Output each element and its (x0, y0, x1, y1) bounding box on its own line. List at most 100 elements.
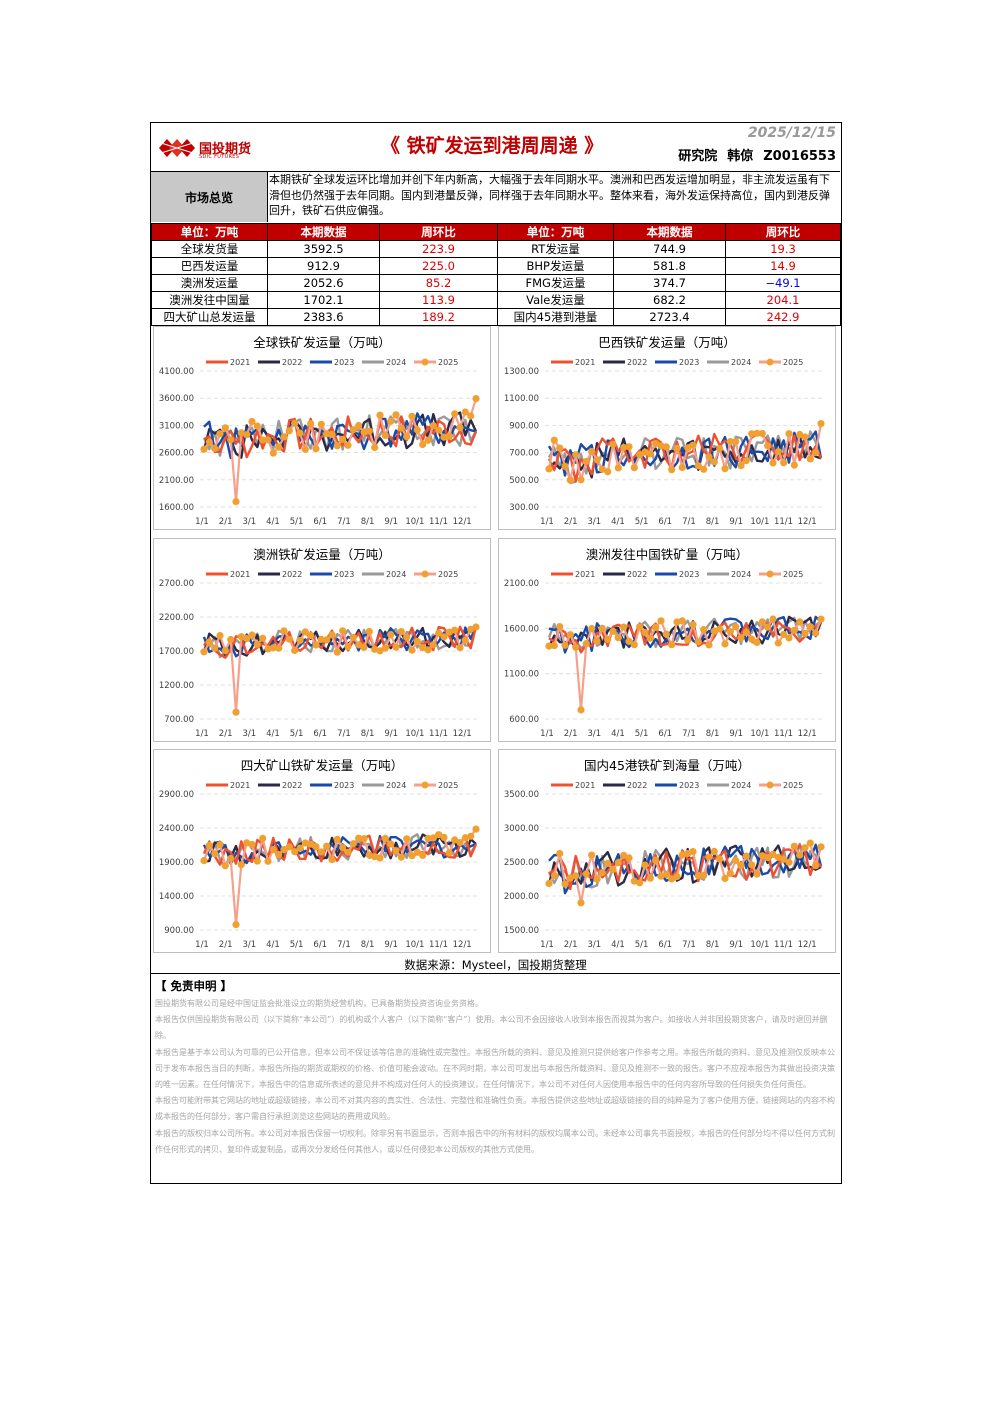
point-2025 (769, 459, 777, 467)
point-2025 (381, 834, 389, 842)
point-2025 (440, 633, 448, 641)
point-2025 (817, 615, 825, 623)
point-2025 (248, 417, 256, 426)
x-tick-label: 7/1 (337, 729, 351, 739)
table-row: 四大矿山总发运量 2383.6 189.2 国内45港到港量 2723.4 24… (151, 308, 841, 326)
x-tick-label: 2/1 (219, 517, 233, 527)
point-2025 (636, 879, 644, 887)
point-2025 (700, 626, 708, 634)
point-2025 (221, 424, 229, 432)
x-tick-label: 4/1 (266, 517, 280, 527)
point-2025 (397, 853, 405, 861)
disclaimer-title: 【 免责申明 】 (155, 979, 233, 993)
point-2025 (625, 854, 633, 862)
point-2025 (339, 435, 347, 443)
point-2025 (806, 623, 814, 631)
metric-name: 澳洲发运量 (151, 274, 268, 292)
x-tick-label: 4/1 (611, 517, 625, 527)
point-2025 (716, 625, 724, 633)
chart-svg: 澳洲铁矿发运量（万吨）2021 2022 2023 2024 2025 2700.00 22… (159, 547, 480, 739)
point-2025 (424, 646, 432, 654)
point-2025 (566, 631, 574, 639)
y-tick-label: 1100.00 (504, 670, 539, 680)
point-2025 (467, 412, 475, 420)
point-2025 (381, 431, 389, 439)
point-2025 (705, 853, 713, 861)
point-2025 (742, 628, 750, 636)
x-tick-label: 6/1 (313, 729, 327, 739)
point-2025 (269, 846, 277, 854)
point-2025 (694, 462, 702, 470)
x-tick-label: 10/1 (405, 517, 424, 527)
col-header: 周环比 (725, 223, 841, 241)
x-tick-label: 9/1 (384, 729, 398, 739)
point-2025 (365, 627, 373, 636)
point-2025 (614, 464, 622, 472)
x-tick-label: 12/1 (798, 940, 817, 950)
point-2025 (673, 444, 681, 452)
chart-title: 全球铁矿发运量（万吨） (253, 335, 391, 350)
point-2025 (726, 438, 734, 446)
point-2025 (429, 641, 437, 649)
y-tick-label: 1200.00 (159, 681, 194, 691)
point-2025 (710, 847, 718, 855)
x-tick-label: 11/1 (774, 517, 793, 527)
point-2025 (806, 839, 814, 847)
x-tick-label: 7/1 (682, 940, 696, 950)
point-2025 (721, 640, 729, 648)
point-2025 (726, 869, 734, 877)
point-2025 (344, 441, 352, 449)
metric-value: 374.7 (613, 274, 726, 292)
y-tick-label: 1500.00 (504, 926, 539, 936)
x-tick-label: 5/1 (635, 729, 649, 739)
x-tick-label: 5/1 (635, 940, 649, 950)
x-tick-label: 7/1 (682, 517, 696, 527)
point-2025 (312, 843, 320, 851)
x-tick-label: 8/1 (706, 940, 720, 950)
point-2025 (769, 615, 777, 623)
point-2025 (301, 628, 309, 636)
legend-marker (421, 570, 429, 578)
legend-label: 2025 (783, 570, 803, 579)
point-2025 (451, 410, 459, 418)
y-tick-label: 3500.00 (504, 790, 539, 800)
point-2025 (376, 854, 384, 862)
point-2025 (205, 438, 213, 446)
col-header: 周环比 (379, 223, 498, 241)
point-2025 (641, 861, 649, 869)
legend-marker (421, 781, 429, 789)
disclaimer-paragraph: 本报告仅供国投期货有限公司（以下简称“本公司”）的机构或个人客户（以下简称“客户… (155, 1015, 828, 1041)
point-2025 (593, 875, 601, 883)
legend-label: 2021 (575, 781, 595, 790)
point-2025 (435, 629, 443, 637)
y-tick-label: 2500.00 (504, 858, 539, 868)
x-tick-label: 10/1 (405, 729, 424, 739)
metric-value: 744.9 (613, 240, 726, 258)
point-2025 (710, 627, 718, 635)
point-2025 (429, 834, 437, 842)
x-tick-label: 5/1 (290, 729, 304, 739)
y-tick-label: 900.00 (509, 421, 539, 431)
point-2025 (339, 627, 347, 635)
point-2025 (269, 644, 277, 652)
point-2025 (812, 448, 820, 457)
legend-label: 2021 (230, 570, 250, 579)
report-title: 《 铁矿发运到港周周递 》 (381, 135, 604, 157)
point-2025 (445, 849, 453, 857)
point-2025 (764, 442, 772, 450)
point-2025 (737, 462, 745, 470)
point-2025 (556, 849, 564, 858)
logo-subtitle: SDIC FUTURES (199, 154, 240, 160)
x-tick-label: 3/1 (587, 729, 601, 739)
point-2025 (678, 617, 686, 625)
point-2025 (408, 852, 416, 860)
point-2025 (705, 453, 713, 461)
legend-label: 2025 (783, 781, 803, 790)
x-tick-label: 6/1 (658, 729, 672, 739)
point-2025 (360, 835, 368, 843)
point-2025 (614, 859, 622, 867)
point-2025 (774, 448, 782, 456)
chart-svg: 四大矿山铁矿发运量（万吨） 2021 2022 2023 2024 2025 2900.00… (159, 758, 480, 950)
x-tick-label: 4/1 (611, 729, 625, 739)
point-2025 (598, 465, 606, 473)
